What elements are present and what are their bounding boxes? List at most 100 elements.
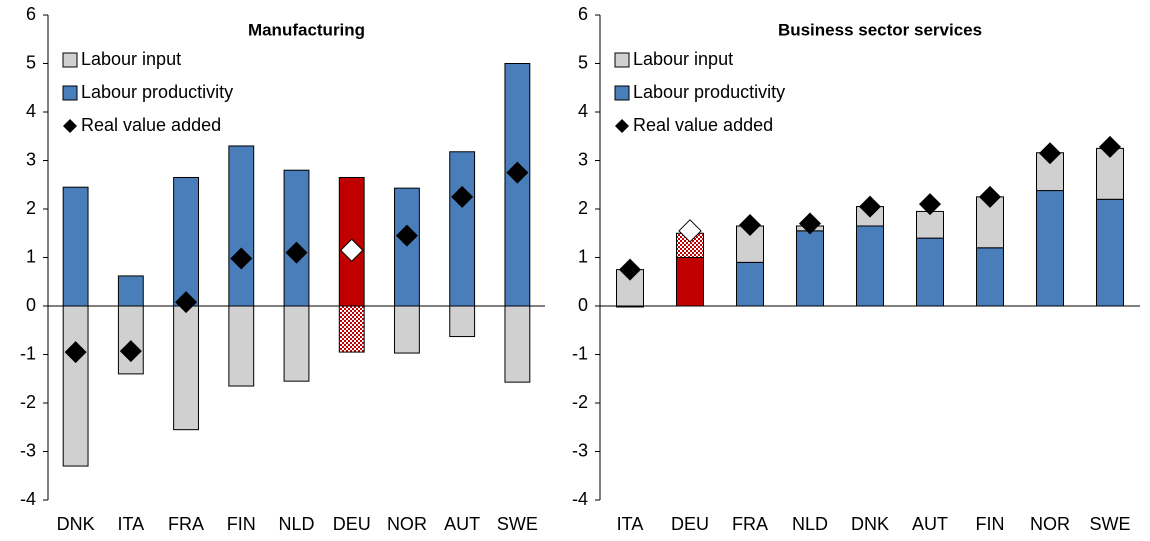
x-tick-label: DEU	[671, 514, 709, 534]
marker	[340, 238, 364, 262]
y-tick-label: 1	[578, 246, 588, 266]
bar	[117, 305, 144, 375]
y-tick-label: -4	[572, 489, 588, 509]
marker	[1039, 142, 1061, 165]
y-tick-label: 2	[578, 198, 588, 218]
y-tick-label: -1	[20, 343, 36, 363]
x-tick-label: ITA	[617, 514, 644, 534]
bar	[62, 186, 89, 307]
bar	[117, 275, 144, 307]
bar	[976, 247, 1004, 307]
bar	[173, 305, 199, 431]
x-tick-label: AUT	[912, 514, 948, 534]
x-tick-label: SWE	[497, 514, 538, 534]
chart-title: Business sector services	[778, 20, 982, 39]
bar	[504, 63, 531, 307]
y-tick-label: 4	[578, 101, 588, 121]
bar	[283, 305, 310, 382]
bar	[856, 225, 884, 307]
marker	[1099, 135, 1121, 158]
marker	[979, 185, 1001, 208]
legend-label: Labour productivity	[633, 82, 785, 102]
x-tick-label: NOR	[1030, 514, 1070, 534]
y-tick-label: -2	[20, 392, 36, 412]
bar	[1096, 198, 1124, 307]
bar	[736, 261, 764, 307]
bar	[283, 169, 310, 307]
marker	[619, 258, 641, 281]
marker	[739, 214, 761, 237]
marker	[119, 340, 142, 363]
x-tick-label: NLD	[278, 514, 314, 534]
bar	[449, 151, 476, 307]
y-tick-label: -4	[20, 489, 36, 509]
legend-swatch	[614, 85, 630, 101]
bar	[228, 305, 255, 387]
marker	[64, 341, 87, 364]
x-tick-label: NOR	[387, 514, 427, 534]
marker	[678, 219, 702, 243]
legend-label: Labour input	[633, 49, 733, 69]
legend-label: Real value added	[81, 115, 221, 135]
y-tick-label: 3	[26, 149, 36, 169]
y-tick-label: -2	[572, 392, 588, 412]
bar	[62, 305, 89, 467]
bar	[916, 210, 944, 239]
legend-label: Real value added	[633, 115, 773, 135]
y-tick-label: 1	[26, 246, 36, 266]
y-tick-label: -1	[572, 343, 588, 363]
x-tick-label: NLD	[792, 514, 828, 534]
marker	[285, 241, 308, 264]
x-tick-label: AUT	[444, 514, 480, 534]
bar	[916, 237, 944, 307]
bar	[173, 176, 199, 307]
bar	[394, 305, 420, 354]
bar	[676, 232, 704, 258]
marker	[799, 212, 821, 235]
x-tick-label: SWE	[1089, 514, 1130, 534]
y-tick-label: 0	[26, 295, 36, 315]
x-tick-label: FRA	[732, 514, 768, 534]
y-tick-label: 0	[578, 295, 588, 315]
legend-swatch	[614, 52, 630, 68]
y-tick-label: 2	[26, 198, 36, 218]
y-tick-label: -3	[572, 440, 588, 460]
legend-label: Labour productivity	[81, 82, 233, 102]
y-tick-label: 4	[26, 101, 36, 121]
legend-marker	[63, 119, 77, 133]
x-tick-label: ITA	[117, 514, 144, 534]
marker	[859, 195, 881, 218]
y-tick-label: 5	[26, 52, 36, 72]
x-tick-label: FIN	[227, 514, 256, 534]
legend-swatch	[62, 85, 78, 101]
y-tick-label: 6	[26, 4, 36, 24]
y-tick-label: -3	[20, 440, 36, 460]
bar	[338, 305, 365, 353]
bar	[394, 187, 420, 307]
x-tick-label: FIN	[976, 514, 1005, 534]
bar	[676, 257, 704, 307]
bar	[228, 145, 255, 307]
bar	[796, 230, 824, 307]
chart-title: Manufacturing	[248, 20, 365, 39]
bar	[1036, 190, 1064, 307]
x-tick-label: DNK	[851, 514, 889, 534]
marker	[395, 224, 418, 247]
legend-swatch	[62, 52, 78, 68]
y-tick-label: 5	[578, 52, 588, 72]
marker	[506, 161, 529, 184]
x-tick-label: DNK	[57, 514, 95, 534]
y-tick-label: 6	[578, 4, 588, 24]
y-tick-label: 3	[578, 149, 588, 169]
marker	[919, 193, 941, 216]
legend-marker	[615, 119, 629, 133]
marker	[175, 291, 198, 314]
marker	[451, 185, 474, 208]
x-tick-label: FRA	[168, 514, 204, 534]
bar	[449, 305, 476, 338]
bar	[504, 305, 531, 383]
marker	[230, 247, 253, 270]
x-tick-label: DEU	[333, 514, 371, 534]
legend-label: Labour input	[81, 49, 181, 69]
